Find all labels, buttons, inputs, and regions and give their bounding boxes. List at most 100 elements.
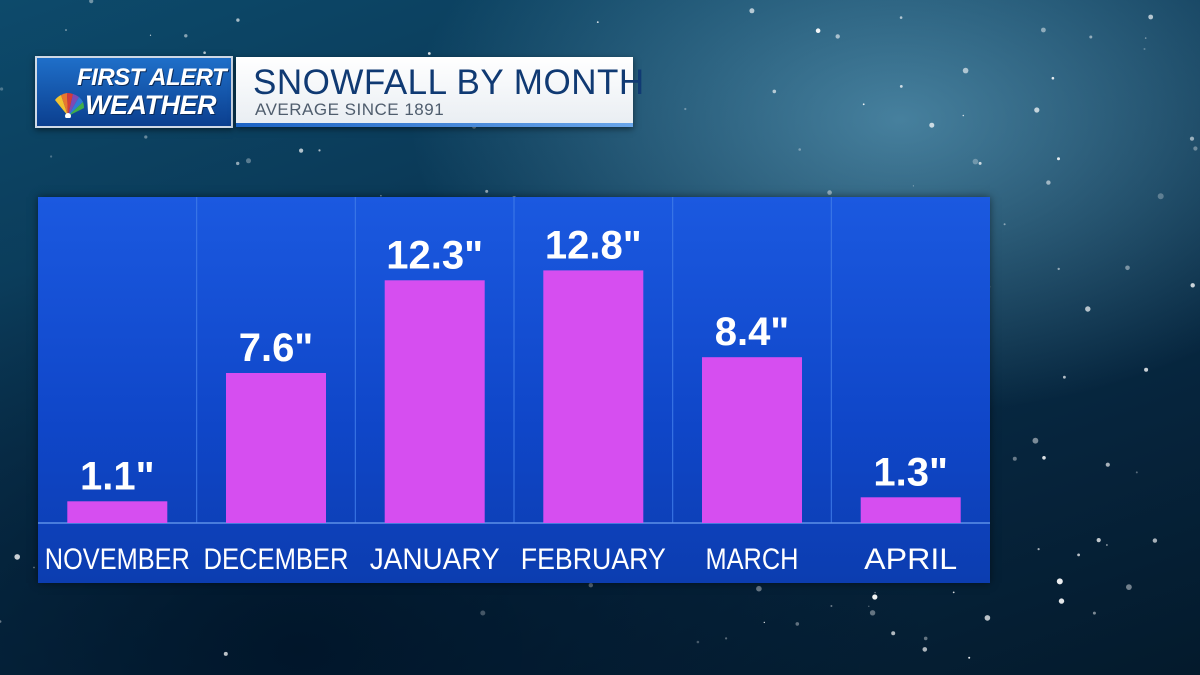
- snowflake: [968, 656, 971, 659]
- snowflake: [427, 52, 431, 55]
- snowflake: [1157, 193, 1164, 200]
- snowflake: [912, 185, 915, 187]
- snowflake: [1085, 306, 1091, 312]
- snowflake: [1003, 223, 1006, 226]
- snowflake: [1152, 538, 1158, 543]
- snowflake: [380, 194, 382, 197]
- snowflake: [1057, 267, 1060, 271]
- snowflake: [1056, 578, 1063, 585]
- snowflake: [798, 148, 801, 151]
- snowflake: [1126, 584, 1132, 590]
- data-label-january: 12.3": [386, 233, 483, 277]
- snowflake: [1042, 456, 1046, 460]
- snowflake: [1135, 471, 1138, 474]
- snowflake: [899, 16, 903, 19]
- first-alert-weather-logo: FIRST ALERT WEATHER: [35, 56, 233, 128]
- snowflake: [1063, 375, 1066, 379]
- snowflake: [1032, 437, 1039, 444]
- snowflake: [318, 149, 321, 152]
- snowflake: [962, 114, 965, 117]
- snowflake: [874, 591, 876, 594]
- snowflake: [872, 594, 878, 600]
- snowflake: [869, 610, 876, 616]
- snowflake: [827, 190, 832, 195]
- snowflake: [1046, 180, 1051, 185]
- bar-march: [702, 357, 802, 523]
- snowflake: [65, 29, 67, 31]
- category-label-january: JANUARY: [370, 543, 500, 576]
- data-label-april: 1.3": [873, 450, 948, 494]
- snowflake: [236, 18, 240, 22]
- snowflake: [596, 21, 599, 23]
- snowflake: [725, 637, 728, 640]
- snowflake: [1148, 14, 1154, 20]
- snowflake: [923, 636, 928, 641]
- snowflake: [236, 161, 240, 166]
- chart-panel: 1.1" NOVEMBER 7.6" DECEMBER 12.3" JANUARY 12.8…: [38, 197, 990, 583]
- peacock-icon: [55, 92, 85, 118]
- snowflake: [684, 107, 687, 111]
- snowflake: [1037, 548, 1040, 551]
- snowflake: [1012, 456, 1017, 461]
- category-label-april: APRIL: [864, 543, 957, 576]
- snowflake: [14, 554, 20, 560]
- snowflake: [1096, 538, 1101, 543]
- snowflake: [480, 610, 486, 616]
- category-label-february: FEBRUARY: [521, 543, 666, 576]
- snowflake: [1092, 611, 1096, 615]
- data-label-november: 1.1": [80, 454, 155, 498]
- bar-chart: 1.1" NOVEMBER 7.6" DECEMBER 12.3" JANUARY 12.8…: [38, 197, 990, 576]
- logo-text-first-alert: FIRST ALERT: [77, 64, 227, 91]
- snowflake: [223, 651, 228, 656]
- snowflake: [588, 583, 593, 588]
- snowflake: [1041, 27, 1046, 33]
- snowflake: [891, 631, 896, 636]
- snowflake: [978, 161, 982, 165]
- snowflake: [144, 135, 148, 139]
- snowflake: [299, 148, 304, 153]
- snowflake: [862, 103, 865, 106]
- snowflake: [763, 621, 765, 624]
- logo-text-weather: WEATHER: [85, 90, 217, 120]
- snowflake: [1058, 598, 1065, 604]
- category-label-november: NOVEMBER: [45, 543, 190, 576]
- snowflake: [1143, 48, 1146, 50]
- snowflake: [203, 51, 206, 54]
- chart-title: SNOWFALL BY MONTH: [253, 63, 645, 102]
- snowflake: [756, 585, 762, 592]
- snowflake: [1144, 37, 1147, 39]
- snowflake: [696, 640, 700, 644]
- snowflake: [795, 622, 800, 626]
- snowflake: [33, 566, 35, 569]
- snowflake: [952, 591, 955, 594]
- snowflake: [1125, 265, 1130, 271]
- snowflake: [0, 87, 4, 91]
- snowflake: [815, 28, 821, 33]
- data-label-march: 8.4": [715, 310, 790, 354]
- snowflake: [835, 34, 840, 39]
- snowflake: [1144, 367, 1149, 372]
- snowflake: [50, 155, 53, 158]
- category-label-december: DECEMBER: [204, 543, 349, 576]
- snowflake: [962, 67, 969, 74]
- bar-february: [543, 270, 644, 523]
- snowflake: [89, 0, 94, 4]
- snowflake: [149, 34, 152, 36]
- bar-april: [860, 497, 961, 523]
- snowflake: [1034, 107, 1040, 113]
- snowflake: [1193, 146, 1198, 151]
- snowflake: [1089, 35, 1093, 39]
- snowflake: [1105, 462, 1110, 467]
- snowflake: [830, 605, 833, 607]
- bar-november: [67, 501, 168, 523]
- snowflake: [1106, 544, 1108, 546]
- snowflake: [1189, 136, 1195, 141]
- data-label-february: 12.8": [545, 223, 642, 267]
- snowflake: [929, 122, 935, 128]
- snowflake: [184, 34, 188, 38]
- title-box: SNOWFALL BY MONTH AVERAGE SINCE 1891: [236, 57, 644, 127]
- snowflake: [1077, 553, 1080, 557]
- snowflake: [772, 89, 777, 94]
- bar-december: [226, 373, 326, 523]
- snowflake: [0, 620, 2, 623]
